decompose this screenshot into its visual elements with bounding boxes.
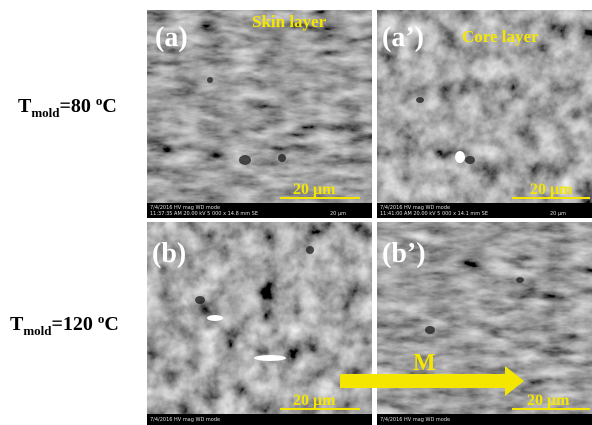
label-part: mold [23,323,52,338]
scale-label: 20 μm [530,181,573,198]
info-text: 7/4/2016 HV mag WD mode [150,417,220,423]
scale-label: 20 μm [293,181,336,198]
label-part: C [104,313,118,335]
scale-label: 20 μm [293,392,336,409]
figure: 7/4/2016 HV mag WD mode 11:37:35 AM 20.0… [0,0,592,425]
panel-label: (b) [152,238,186,269]
panel-title: Core layer [462,27,539,46]
info-text: 11:41:00 AM 20.00 kV 5 000 x 14.1 mm SE [380,211,488,217]
panel-label: (b’) [382,238,426,269]
info-text: 20 μm [330,211,346,217]
row-label: Tmold=120 oC [10,311,119,338]
scale-label: 20 μm [527,392,570,409]
label-part: T [18,95,32,117]
label-part: T [10,313,24,335]
label-part: =80 [60,95,96,117]
panel-title: Skin layer [252,12,327,31]
info-text: 7/4/2016 HV mag WD mode [380,417,450,423]
arrow-label: M [413,350,436,376]
label-part: =120 [52,313,98,335]
label-part: C [102,95,116,117]
info-text: 11:37:35 AM 20.00 kV 5 000 x 14.8 mm SE [150,211,258,217]
info-text: 20 μm [550,211,566,217]
panel-label: (a’) [382,22,424,53]
panel-label: (a) [155,22,188,53]
row-label: Tmold=80 oC [18,93,117,120]
label-part: mold [31,105,60,120]
